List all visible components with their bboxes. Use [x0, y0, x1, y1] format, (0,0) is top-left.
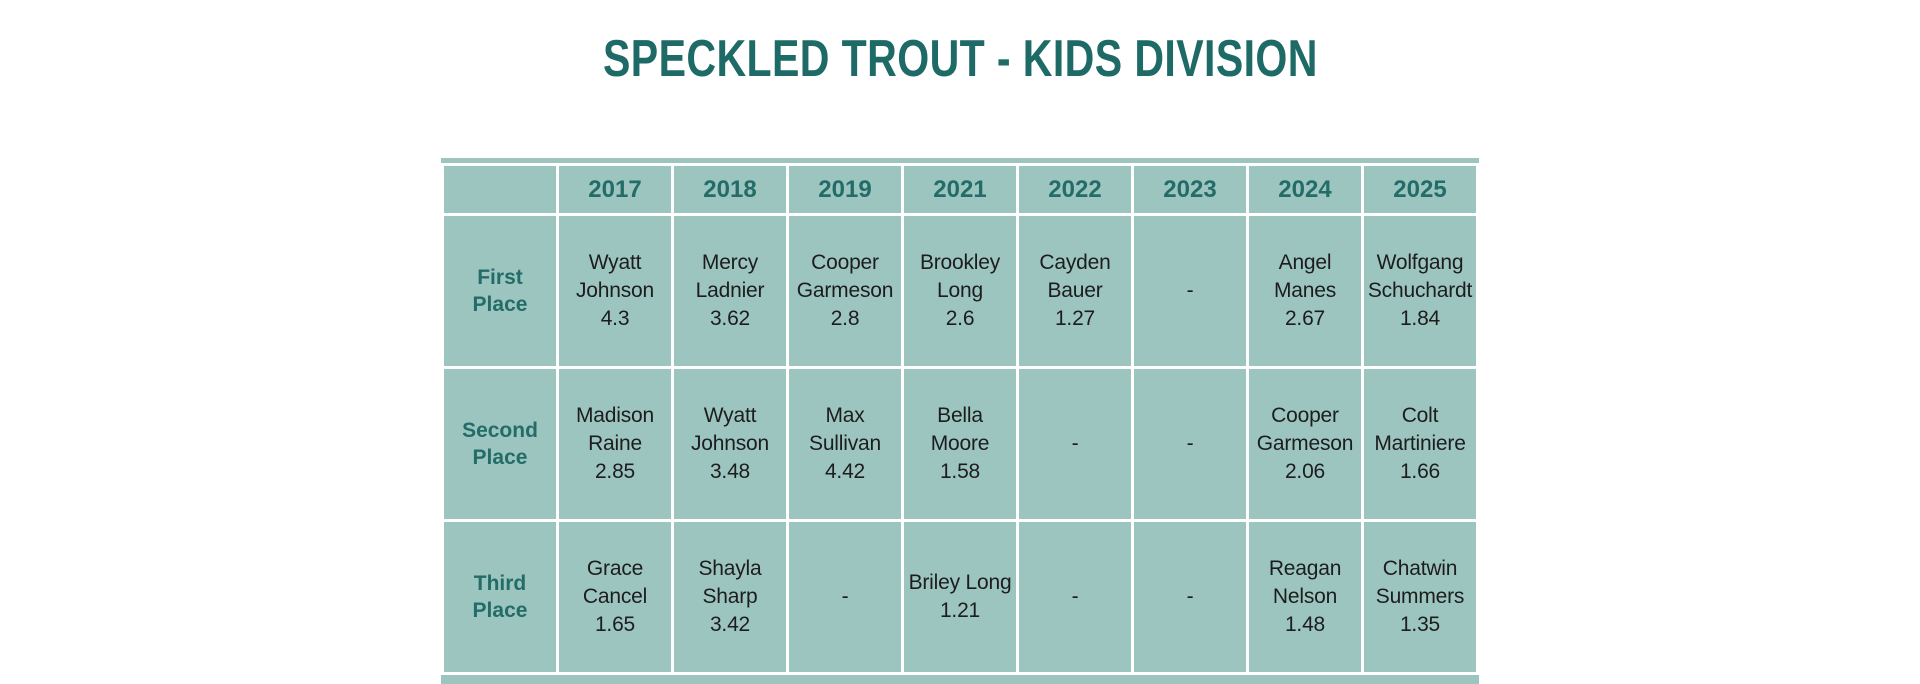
- row-second-place: Second Place Madison Raine 2.85 Wyatt Joh…: [444, 369, 1476, 519]
- entry-name: Briley Long: [908, 571, 1012, 594]
- entry-weight: 4.3: [600, 307, 630, 330]
- entry-weight: 3.48: [709, 460, 751, 483]
- entry-cell-first-2022: Cayden Bauer 1.27: [1019, 216, 1131, 366]
- entry-weight: 1.27: [1054, 307, 1096, 330]
- entry-cell-second-2021: Bella Moore 1.58: [904, 369, 1016, 519]
- entry-cell-second-2018: Wyatt Johnson 3.48: [674, 369, 786, 519]
- entry-cell-third-2018: Shayla Sharp 3.42: [674, 522, 786, 672]
- year-header-2017: 2017: [559, 166, 671, 213]
- entry-weight: 2.8: [830, 307, 860, 330]
- entry-name: Shayla Sharp: [698, 557, 762, 608]
- entry-weight: -: [1186, 585, 1194, 608]
- row-label-text: Third Place: [472, 572, 528, 622]
- table-bottom-border: [441, 675, 1479, 684]
- entry-name: Cayden Bauer: [1039, 251, 1111, 302]
- year-header-2018: 2018: [674, 166, 786, 213]
- entry-weight: -: [1071, 432, 1079, 455]
- entry-weight: 1.58: [939, 460, 981, 483]
- entry-name: Reagan Nelson: [1268, 557, 1342, 608]
- entry-cell-third-2023: -: [1134, 522, 1246, 672]
- header-row: 2017 2018 2019 2021 2022 2023 2024 2025: [444, 166, 1476, 213]
- entry-cell-second-2022: -: [1019, 369, 1131, 519]
- entry-weight: 3.62: [709, 307, 751, 330]
- row-first-place: First Place Wyatt Johnson 4.3 Mercy Ladni…: [444, 216, 1476, 366]
- entry-weight: 1.35: [1399, 613, 1441, 636]
- entry-cell-third-2025: Chatwin Summers 1.35: [1364, 522, 1476, 672]
- entry-name: Wyatt Johnson: [691, 404, 769, 455]
- entry-name: Cooper Garmeson: [1256, 404, 1354, 455]
- results-table-block: 2017 2018 2019 2021 2022 2023 2024 2025 …: [441, 158, 1479, 684]
- entry-cell-second-2025: Colt Martiniere 1.66: [1364, 369, 1476, 519]
- page-title: SPECKLED TROUT - KIDS DIVISION: [602, 30, 1318, 88]
- entry-cell-third-2022: -: [1019, 522, 1131, 672]
- entry-cell-first-2019: Cooper Garmeson 2.8: [789, 216, 901, 366]
- entry-name: Grace Cancel: [582, 557, 648, 608]
- entry-cell-first-2025: Wolfgang Schuchardt 1.84: [1364, 216, 1476, 366]
- entry-weight: -: [1186, 279, 1194, 302]
- entry-name: Mercy Ladnier: [695, 251, 765, 302]
- entry-cell-second-2017: Madison Raine 2.85: [559, 369, 671, 519]
- entry-name: Colt Martiniere: [1374, 404, 1466, 455]
- entry-cell-second-2019: Max Sullivan 4.42: [789, 369, 901, 519]
- year-header-2024: 2024: [1249, 166, 1361, 213]
- entry-cell-first-2021: Brookley Long 2.6: [904, 216, 1016, 366]
- entry-cell-first-2017: Wyatt Johnson 4.3: [559, 216, 671, 366]
- entry-name: Bella Moore: [930, 404, 990, 455]
- entry-name: Wyatt Johnson: [576, 251, 654, 302]
- entry-weight: 1.66: [1399, 460, 1441, 483]
- year-header-2022: 2022: [1019, 166, 1131, 213]
- entry-cell-first-2023: -: [1134, 216, 1246, 366]
- entry-name: Cooper Garmeson: [796, 251, 894, 302]
- corner-cell: [444, 166, 556, 213]
- entry-cell-second-2023: -: [1134, 369, 1246, 519]
- entry-name: Chatwin Summers: [1375, 557, 1465, 608]
- year-header-2025: 2025: [1364, 166, 1476, 213]
- entry-name: Madison Raine: [576, 404, 654, 455]
- year-header-2021: 2021: [904, 166, 1016, 213]
- entry-cell-third-2024: Reagan Nelson 1.48: [1249, 522, 1361, 672]
- year-header-2019: 2019: [789, 166, 901, 213]
- entry-weight: 1.21: [939, 599, 981, 622]
- row-label-second-place: Second Place: [444, 369, 556, 519]
- entry-cell-first-2024: Angel Manes 2.67: [1249, 216, 1361, 366]
- table-top-border: [441, 158, 1479, 163]
- entry-cell-third-2017: Grace Cancel 1.65: [559, 522, 671, 672]
- row-third-place: Third Place Grace Cancel 1.65 Shayla Shar…: [444, 522, 1476, 672]
- entry-cell-third-2021: Briley Long 1.21: [904, 522, 1016, 672]
- entry-name: Angel Manes: [1273, 251, 1337, 302]
- entry-weight: 2.06: [1284, 460, 1326, 483]
- entry-cell-first-2018: Mercy Ladnier 3.62: [674, 216, 786, 366]
- entry-weight: 2.6: [945, 307, 975, 330]
- entry-weight: 1.65: [594, 613, 636, 636]
- entry-weight: 4.42: [824, 460, 866, 483]
- title-row: SPECKLED TROUT - KIDS DIVISION: [0, 28, 1920, 90]
- entry-cell-third-2019: -: [789, 522, 901, 672]
- results-table: 2017 2018 2019 2021 2022 2023 2024 2025 …: [441, 163, 1479, 675]
- entry-name: Wolfgang Schuchardt: [1367, 251, 1473, 302]
- row-label-first-place: First Place: [444, 216, 556, 366]
- row-label-text: First Place: [472, 266, 528, 316]
- entry-name: Brookley Long: [919, 251, 1001, 302]
- entry-weight: 1.48: [1284, 613, 1326, 636]
- row-label-text: Second Place: [462, 419, 538, 469]
- entry-cell-second-2024: Cooper Garmeson 2.06: [1249, 369, 1361, 519]
- entry-weight: 2.85: [594, 460, 636, 483]
- year-header-2023: 2023: [1134, 166, 1246, 213]
- entry-weight: 3.42: [709, 613, 751, 636]
- row-label-third-place: Third Place: [444, 522, 556, 672]
- entry-weight: 1.84: [1399, 307, 1441, 330]
- entry-weight: 2.67: [1284, 307, 1326, 330]
- entry-name: Max Sullivan: [809, 404, 881, 455]
- entry-weight: -: [1186, 432, 1194, 455]
- entry-weight: -: [841, 585, 849, 608]
- entry-weight: -: [1071, 585, 1079, 608]
